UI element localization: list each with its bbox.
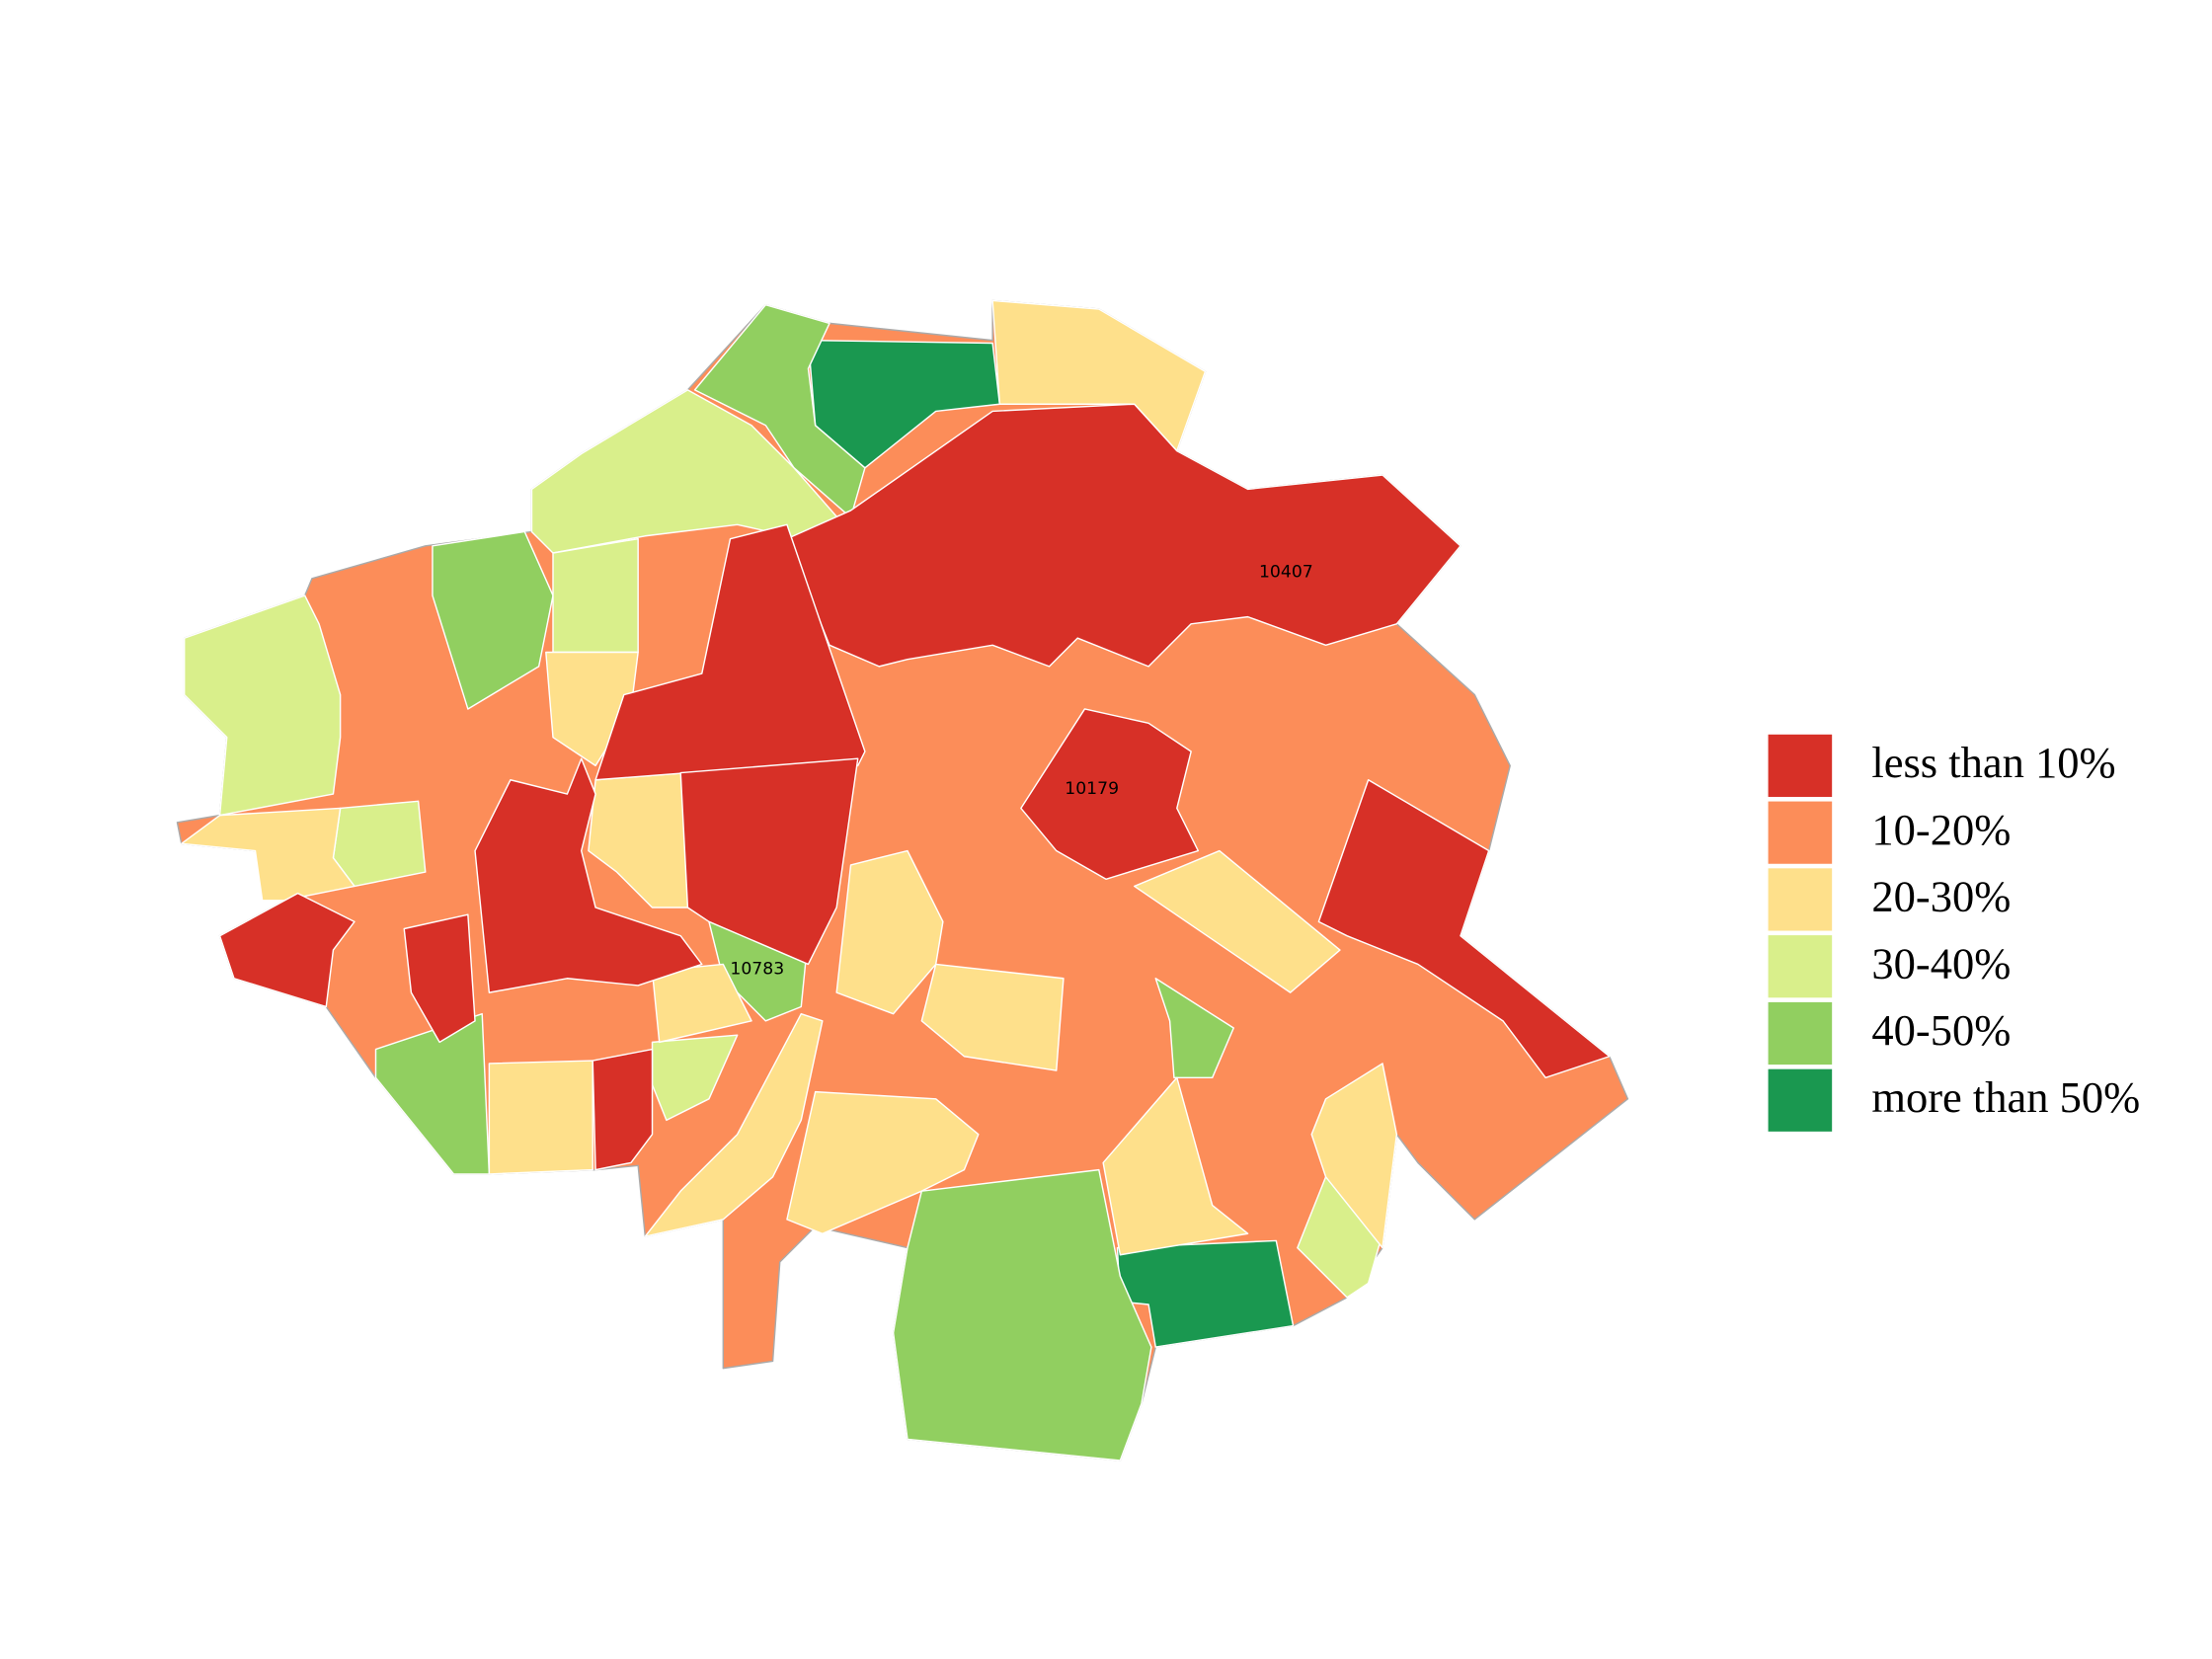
zip-label: 10407 — [1259, 562, 1313, 582]
region — [786, 1090, 980, 1234]
region — [432, 530, 554, 710]
legend-swatch — [1768, 935, 1833, 998]
legend-label: 40-50% — [1871, 1005, 2011, 1055]
region — [474, 757, 703, 993]
legend-label: more than 50% — [1871, 1072, 2140, 1122]
region — [1134, 849, 1341, 993]
legend-label: 20-30% — [1871, 872, 2011, 921]
legend-swatch — [1768, 1001, 1833, 1066]
legend-swatch — [1768, 734, 1833, 797]
region — [1102, 1076, 1249, 1256]
region — [181, 807, 356, 902]
region — [552, 537, 639, 654]
region — [218, 892, 356, 1008]
region — [651, 963, 752, 1044]
region — [592, 1048, 654, 1171]
region — [183, 594, 342, 817]
region — [786, 403, 1462, 668]
region — [1020, 708, 1200, 880]
legend-swatch — [1768, 868, 1833, 931]
region — [332, 800, 427, 888]
zip-label: 10783 — [730, 959, 784, 979]
region — [693, 304, 866, 518]
legend-swatch — [1768, 801, 1833, 864]
legend-label: 10-20% — [1871, 805, 2011, 854]
legend-swatch — [1768, 1068, 1833, 1132]
region — [644, 1012, 824, 1237]
region — [403, 913, 476, 1044]
region — [920, 963, 1065, 1071]
regions — [176, 299, 1629, 1462]
region — [1310, 1063, 1398, 1249]
region — [679, 757, 859, 966]
legend: less than 10% 10-20% 20-30% 30-40% 40-50% mor… — [1768, 734, 2140, 1132]
region — [1154, 978, 1234, 1078]
legend-label: 30-40% — [1871, 938, 2011, 988]
legend-label: less than 10% — [1871, 738, 2115, 787]
region — [488, 1060, 593, 1175]
zip-label: 10179 — [1065, 779, 1119, 799]
region — [892, 1168, 1152, 1462]
region — [1317, 779, 1611, 1078]
